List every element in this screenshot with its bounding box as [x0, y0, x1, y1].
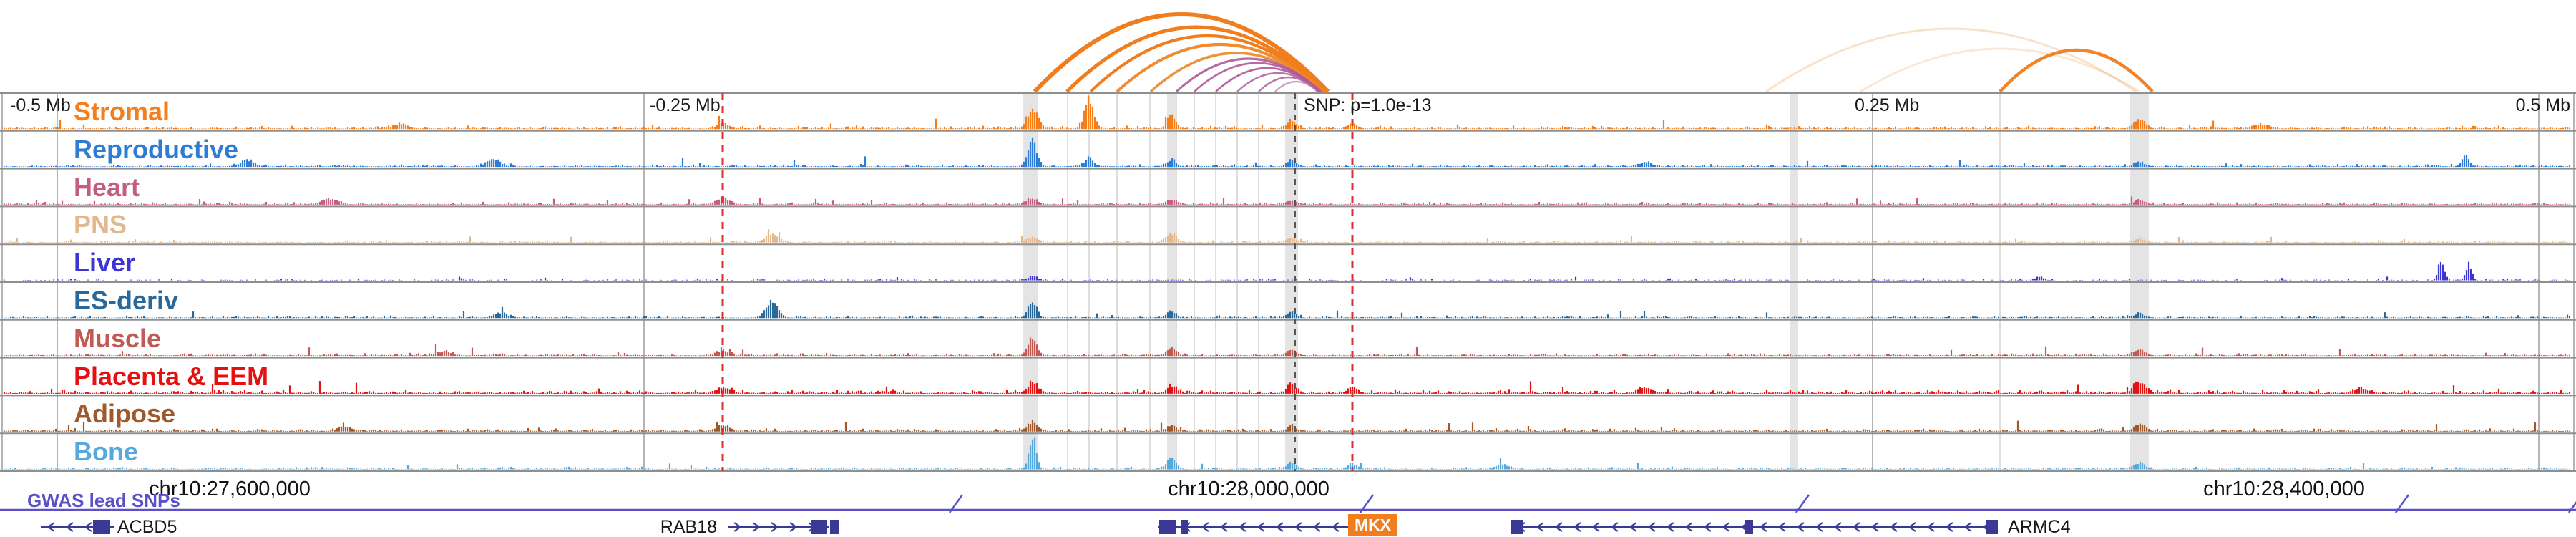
- tracks-canvas: [0, 12, 2576, 534]
- genome-browser-figure: -0.5 Mb -0.25 Mb SNP: p=1.0e-13 0.25 Mb …: [0, 12, 2576, 537]
